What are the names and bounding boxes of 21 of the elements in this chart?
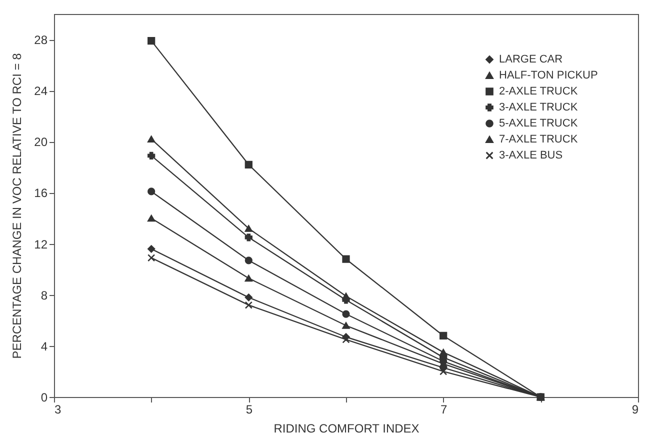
y-tick-label: 12 — [34, 237, 48, 252]
y-tick-label: 24 — [34, 84, 48, 98]
x-tick-label: 9 — [632, 402, 639, 416]
y-tick-label: 8 — [40, 288, 48, 302]
y-axis-title: PERCENTAGE CHANGE IN VOC RELATIVE TO RCI = 8 — [10, 52, 24, 359]
legend-label: 3-AXLE BUS — [499, 150, 563, 162]
legend-label: 2-AXLE TRUCK — [499, 86, 578, 98]
y-tick-label: 4 — [40, 339, 48, 354]
legend-label: 3-AXLE TRUCK — [499, 102, 578, 114]
x-tick-label: 3 — [54, 402, 62, 416]
y-tick-label: 16 — [34, 186, 48, 200]
x-tick-label: 7 — [440, 402, 448, 416]
legend-label: LARGE CAR — [499, 54, 563, 66]
x-axis-title: RIDING COMFORT INDEX — [274, 422, 420, 436]
legend-label: HALF-TON PICKUP — [499, 70, 598, 82]
y-tick-label: 28 — [34, 33, 48, 48]
y-tick-label: 20 — [34, 135, 48, 150]
x-tick-label: 5 — [246, 402, 253, 416]
legend-label: 7-AXLE TRUCK — [499, 134, 578, 146]
legend-label: 5-AXLE TRUCK — [499, 118, 578, 130]
y-tick-label: 0 — [40, 390, 48, 404]
